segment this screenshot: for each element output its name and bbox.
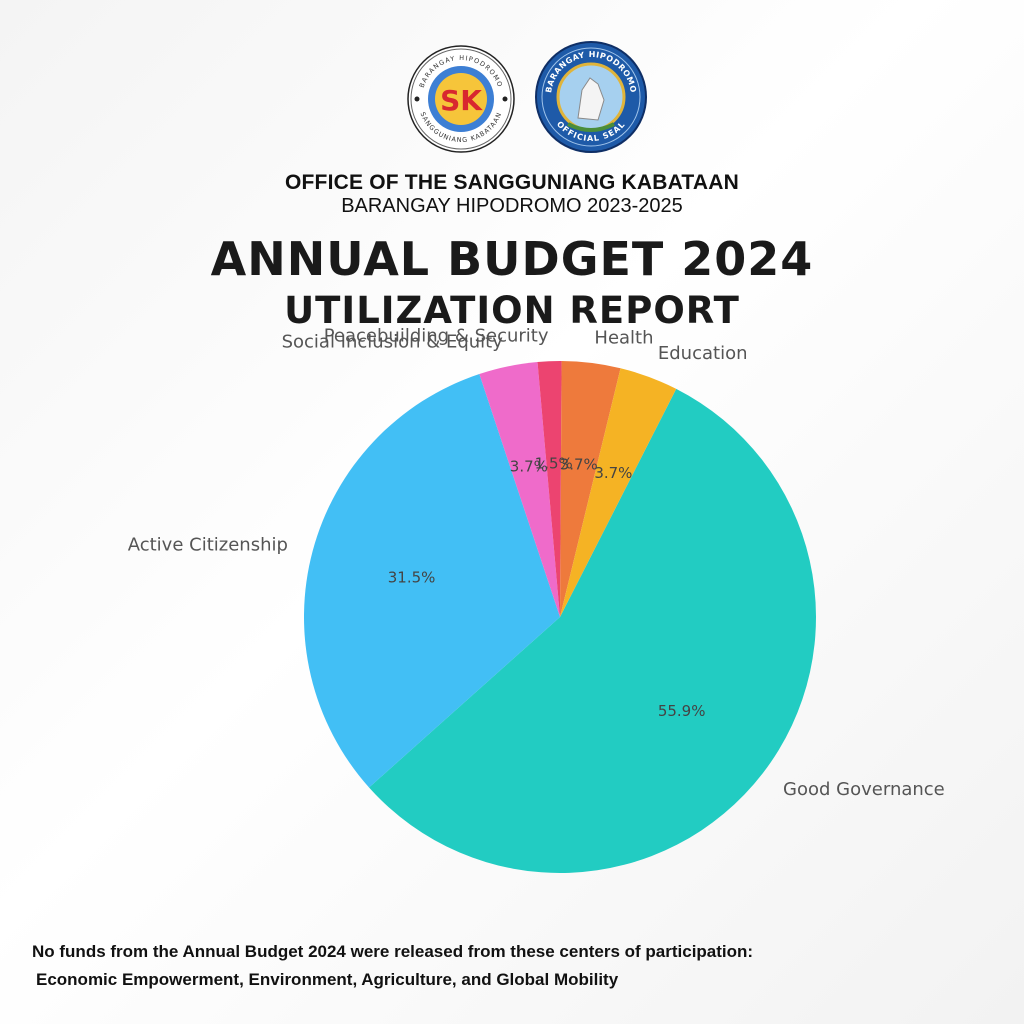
- pie-slice-4: [560, 361, 621, 617]
- data-label-4: 3.7%: [560, 456, 598, 474]
- sk-logo-mark: SK: [440, 84, 483, 117]
- category-label-1: Active Citizenship: [128, 534, 288, 555]
- report-subtitle: UTILIZATION REPORT: [284, 289, 740, 332]
- pie-slice-2: [479, 361, 560, 617]
- report-title: ANNUAL BUDGET 2024: [210, 232, 814, 286]
- category-label-0: Good Governance: [783, 779, 945, 800]
- official-seal-logo: BARANGAY HIPODROMO OFFICIAL SEAL: [535, 41, 647, 153]
- pie-slice-1: [303, 374, 560, 788]
- pie-slice-3: [537, 361, 562, 617]
- org-subtitle: BARANGAY HIPODROMO 2023-2025: [341, 195, 683, 217]
- data-label-0: 55.9%: [658, 702, 706, 720]
- pie-slice-0: [369, 388, 816, 873]
- footnote-line-2: Economic Empowerment, Environment, Agric…: [36, 970, 619, 989]
- sk-logo: SK BARANGAY HIPODROMO SANGGUNIANG KABATA…: [407, 45, 515, 153]
- org-title: OFFICE OF THE SANGGUNIANG KABATAAN: [284, 171, 739, 194]
- data-label-3: 1.5%: [535, 455, 573, 473]
- category-label-4: Health: [594, 328, 653, 349]
- data-label-5: 3.7%: [594, 464, 632, 482]
- footnote-line-1: No funds from the Annual Budget 2024 wer…: [32, 942, 754, 961]
- data-label-1: 31.5%: [388, 568, 436, 586]
- category-label-5: Education: [658, 343, 748, 364]
- data-label-2: 3.7%: [510, 458, 548, 476]
- pie-slice-5: [560, 368, 677, 617]
- logos-row: SK BARANGAY HIPODROMO SANGGUNIANG KABATA…: [0, 40, 1024, 160]
- category-label-3: Peacebuilding & Security: [324, 326, 549, 347]
- category-label-2: Social Inclusion & Equity: [282, 331, 504, 352]
